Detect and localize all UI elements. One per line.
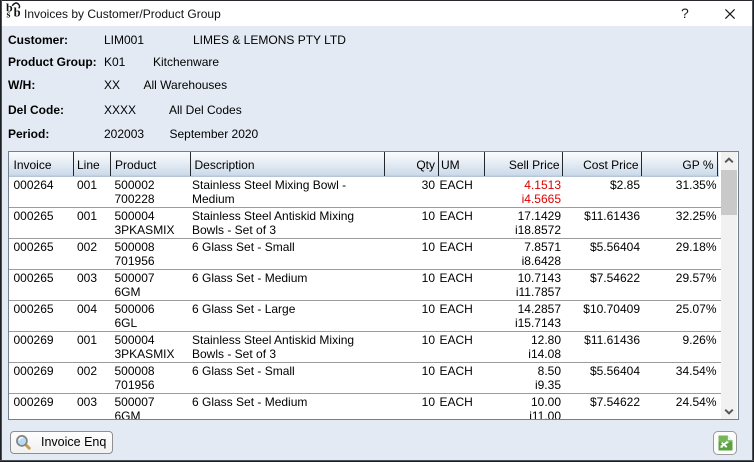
svg-text:s: s	[6, 10, 10, 19]
svg-text:b: b	[13, 5, 20, 18]
svg-text:b: b	[6, 1, 13, 15]
